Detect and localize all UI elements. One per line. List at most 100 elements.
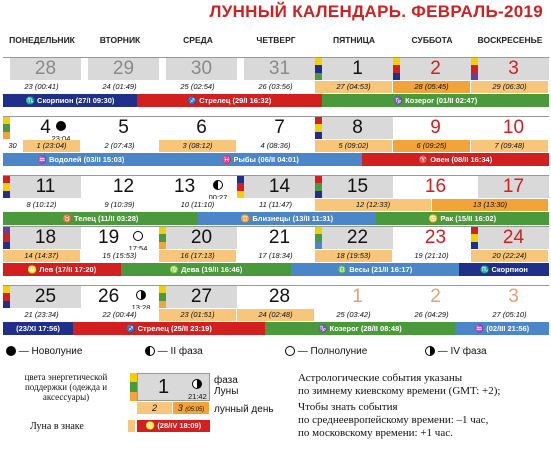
day-cell[interactable]: 22 (315, 227, 393, 249)
zodiac-band: ♊ Близнецы (13/II 11:31) (198, 212, 376, 225)
day-number: 23 (424, 227, 447, 248)
zodiac-band: ♒ Водолей (03/II 15:03) (3, 153, 159, 166)
day-number: 6 (196, 117, 207, 138)
key-lunar-day-label: лунный день (214, 404, 274, 415)
day-cell[interactable]: 3 (471, 286, 549, 308)
day-number: 16 (424, 176, 447, 197)
day-cell[interactable]: 14 (237, 176, 315, 198)
half-moon-icon (192, 378, 203, 389)
day-cell[interactable]: 7 (237, 117, 315, 139)
key-phase-label: фаза Луны (214, 375, 239, 397)
day-cell[interactable]: 20 (159, 227, 237, 249)
zodiac-band: ♏ Скорпион (27/I 09:30) (3, 94, 137, 107)
day-number: 2 (430, 286, 441, 307)
day-number: 25 (10, 286, 81, 308)
day-cell[interactable]: 25 (3, 286, 81, 308)
lunar-day: 18 (19:53) (315, 250, 393, 262)
day-number: 7 (274, 117, 285, 138)
half-moon-icon (136, 289, 146, 300)
day-number: 28 (268, 286, 291, 307)
key-color-squares (130, 373, 137, 401)
day-number: 9 (430, 117, 441, 138)
day-cell[interactable]: 28 (3, 58, 81, 80)
zodiac-band: ♐ Стрелец (29/I 16:32) (137, 94, 322, 107)
full-moon-icon (133, 230, 143, 241)
weekday-sat: СУББОТА (411, 35, 453, 45)
day-cell[interactable]: 31 (237, 58, 315, 80)
timezone-notes: Астрологические события указаны по зимне… (298, 372, 501, 439)
day-cell[interactable]: 4 (3, 117, 81, 139)
lunar-day: 3 (08:12) (159, 140, 237, 152)
day-cell[interactable]: 23 (393, 227, 471, 249)
lunar-day: 24 (02:48) (237, 309, 315, 321)
day-cell[interactable]: 24 (471, 227, 549, 249)
legend-full-moon: — Полнолуние (285, 346, 367, 357)
lunar-day: 12 (12:33) (315, 199, 432, 211)
day-cell[interactable]: 2 (393, 286, 471, 308)
day-cell[interactable]: 15 (315, 176, 393, 198)
full-moon-icon (285, 346, 295, 357)
day-cell[interactable]: 5 (81, 117, 159, 139)
day-cell[interactable]: 11 (3, 176, 81, 198)
day-cell[interactable]: 8 (315, 117, 393, 139)
lunar-day: 17 (18:34) (237, 250, 315, 262)
day-cell[interactable]: 12 (81, 176, 159, 198)
lunar-day: 10 (11:10) (159, 199, 237, 211)
phase-marker: 13:28 (126, 286, 156, 312)
lunar-day: 2 (07:43) (81, 140, 159, 152)
phase-time: 23:04 (51, 134, 71, 143)
day-cell[interactable]: 19 (81, 227, 159, 249)
lunar-day: 21 (23:34) (3, 309, 81, 321)
day-cell[interactable]: 13 (159, 176, 237, 198)
key-day-number: 1 (158, 376, 170, 398)
day-number: 19 (98, 227, 120, 248)
day-cell[interactable]: 9 (393, 117, 471, 139)
new-moon-icon (56, 120, 66, 131)
lunar-day: 13 (13:30) (432, 199, 549, 211)
phase-time: 17:54 (128, 244, 148, 253)
day-cell[interactable]: 17 (471, 176, 549, 198)
lunar-day: 29 (06:30) (471, 81, 549, 93)
day-cell[interactable]: 29 (81, 58, 159, 80)
key-phase: 21:42 (188, 375, 207, 401)
legend-new-moon: — Новолуние (6, 346, 82, 357)
day-number: 2 (400, 58, 471, 80)
lunar-day: 25 (03:42) (315, 309, 393, 321)
day-number: 8 (322, 117, 393, 139)
half-moon-icon (213, 179, 223, 190)
lunar-day: 5 (09:02) (315, 140, 393, 152)
day-number: 11 (10, 176, 81, 198)
weekday-thu: ЧЕТВЕРГ (256, 35, 296, 45)
day-number: 18 (10, 227, 81, 249)
lunar-day: 20 (22:24) (471, 250, 549, 262)
zodiac-band: ♒ (02/III 21:56) (455, 322, 549, 335)
weekday-wed: СРЕДА (183, 35, 213, 45)
half-moon-icon (145, 346, 155, 357)
day-cell[interactable]: 3 (471, 58, 549, 80)
day-cell[interactable]: 6 (159, 117, 237, 139)
day-cell[interactable]: 26 (81, 286, 159, 308)
day-cell[interactable]: 30 (159, 58, 237, 80)
day-number: 10 (502, 117, 525, 138)
day-cell[interactable]: 21 (237, 227, 315, 249)
zodiac-band: (23/XI 17:56) (3, 322, 73, 335)
zodiac-band: ♍ Дева (19/II 16:46) (121, 263, 291, 276)
key-day-cell: 1 21:42 (137, 373, 210, 401)
day-cell[interactable]: 1 (315, 58, 393, 80)
day-cell[interactable]: 27 (159, 286, 237, 308)
day-cell[interactable]: 18 (3, 227, 81, 249)
lunar-day: 4 (08:36) (237, 140, 315, 152)
lunar-day: 19 (21:10) (393, 250, 471, 262)
phase-marker: 17:54 (123, 227, 153, 253)
lunar-day: 24 (01:49) (81, 81, 159, 93)
day-number: 28 (10, 58, 81, 80)
lunar-day: 8 (10:12) (3, 199, 81, 211)
day-cell[interactable]: 10 (471, 117, 549, 139)
day-cell[interactable]: 1 (315, 286, 393, 308)
day-number: 3 (478, 58, 549, 80)
day-cell[interactable]: 16 (393, 176, 471, 198)
day-number: 29 (88, 58, 159, 80)
lunar-day: 16 (17:13) (159, 250, 237, 262)
day-cell[interactable]: 2 (393, 58, 471, 80)
day-cell[interactable]: 28 (237, 286, 315, 308)
